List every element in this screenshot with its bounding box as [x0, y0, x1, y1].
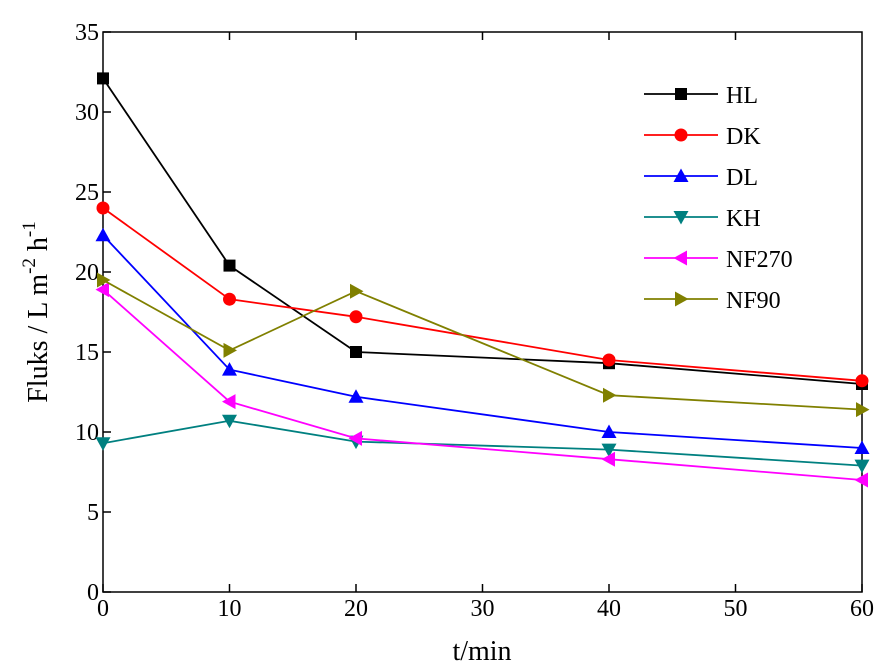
- y-axis-title: Fluks / L m-2 h-1: [19, 221, 54, 403]
- data-point: [601, 451, 615, 467]
- y-tick-label: 30: [75, 100, 99, 126]
- legend-label: NF90: [726, 288, 781, 314]
- data-point: [223, 292, 236, 306]
- x-tick-label: 60: [850, 596, 874, 622]
- data-point: [854, 440, 870, 454]
- data-point: [350, 283, 364, 299]
- series-dk: [96, 201, 869, 388]
- data-point: [602, 353, 616, 367]
- data-point: [601, 424, 617, 438]
- y-tick-label: 35: [75, 20, 99, 46]
- data-point: [349, 310, 363, 324]
- data-point: [855, 374, 869, 388]
- x-tick-label: 10: [218, 596, 242, 622]
- series-line: [102, 288, 863, 481]
- x-tick-label: 20: [344, 596, 368, 622]
- legend-label: NF270: [726, 247, 793, 273]
- legend-label: HL: [726, 83, 758, 109]
- data-point: [222, 394, 236, 410]
- data-point: [350, 346, 362, 358]
- data-point: [222, 414, 237, 429]
- legend-label: DK: [726, 124, 761, 150]
- series-layer: [95, 72, 870, 488]
- y-axis-title-sup1: -2: [19, 258, 40, 274]
- legend-item-nf270: NF270: [644, 247, 793, 273]
- legend-item-dl: DL: [644, 165, 758, 191]
- x-tick-label: 0: [97, 596, 109, 622]
- y-tick-label: 10: [75, 420, 99, 446]
- y-tick-label: 20: [75, 260, 99, 286]
- x-tick-label: 40: [597, 596, 621, 622]
- y-tick-label: 0: [87, 580, 99, 606]
- series-dl: [95, 227, 870, 454]
- data-point: [348, 389, 364, 403]
- x-axis: 0 10 20 30 40 50 60: [97, 32, 874, 622]
- series-nf90: [97, 272, 870, 418]
- series-kh: [95, 414, 870, 474]
- series-nf270: [95, 282, 868, 488]
- data-point: [96, 201, 110, 215]
- data-point: [97, 72, 109, 85]
- legend-marker: [675, 291, 689, 307]
- series-line: [102, 419, 863, 467]
- legend-item-nf90: NF90: [644, 288, 781, 314]
- legend-marker: [673, 211, 689, 225]
- legend-label: DL: [726, 165, 758, 191]
- data-point: [854, 459, 870, 474]
- legend: HL DK DL KH NF270 NF90: [644, 83, 793, 314]
- y-axis: 0 5 10 15 20 25 30 35: [75, 20, 111, 606]
- data-point: [97, 272, 111, 288]
- x-axis-title: t/min: [452, 636, 511, 667]
- x-tick-label: 50: [724, 596, 748, 622]
- y-tick-label: 25: [75, 180, 99, 206]
- data-point: [854, 472, 868, 488]
- data-point: [95, 227, 111, 242]
- legend-item-hl: HL: [644, 83, 758, 109]
- legend-item-kh: KH: [644, 206, 761, 232]
- legend-marker: [673, 168, 689, 182]
- y-tick-label: 5: [87, 500, 99, 526]
- data-point: [856, 402, 870, 418]
- y-tick-label: 15: [75, 340, 99, 366]
- legend-label: KH: [726, 206, 761, 232]
- data-point: [222, 362, 237, 376]
- data-point: [603, 387, 617, 403]
- data-point: [348, 430, 362, 446]
- data-point: [223, 259, 236, 272]
- legend-marker: [674, 128, 688, 142]
- y-axis-title-main: Fluks / L m: [23, 274, 54, 403]
- data-point: [601, 443, 617, 458]
- x-tick-label: 30: [471, 596, 495, 622]
- data-point: [95, 282, 109, 298]
- y-axis-title-mid: h: [23, 237, 54, 258]
- legend-marker: [675, 88, 687, 100]
- legend-item-dk: DK: [644, 124, 761, 150]
- data-point: [95, 437, 111, 451]
- y-axis-title-sup2: -1: [19, 221, 40, 237]
- data-point: [223, 342, 237, 358]
- legend-marker: [673, 250, 687, 266]
